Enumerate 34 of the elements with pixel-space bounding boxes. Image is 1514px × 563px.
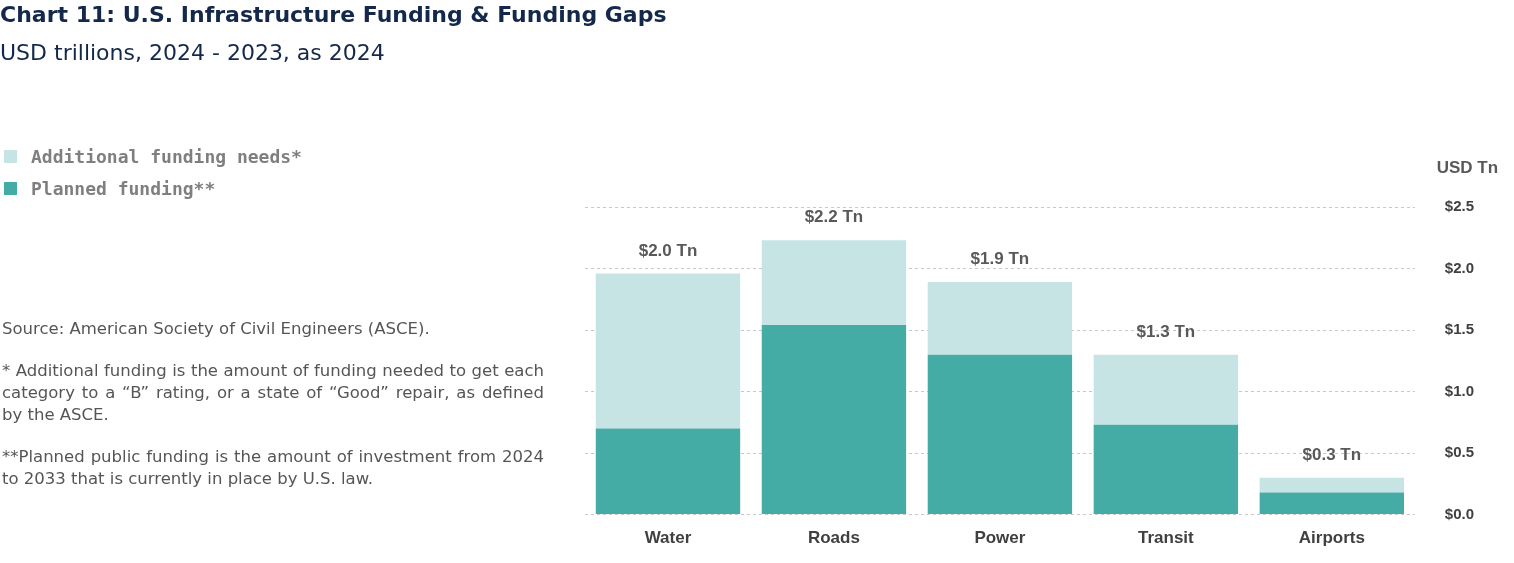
legend-label: Additional funding needs* xyxy=(31,145,302,167)
x-tick-label: Roads xyxy=(807,528,860,548)
text: * Additional funding is the amount of funding needed to get each category to a “B” rating, or a state of “Good” repair, as defined by the ASCE. xyxy=(2,360,544,426)
bar xyxy=(927,282,1073,355)
bar xyxy=(595,428,741,515)
y-tick-label: $0.5 xyxy=(1444,443,1475,461)
source-note: Source: American Society of Civil Engineers (ASCE). xyxy=(2,318,431,340)
total-label: $2.2 Tn xyxy=(804,207,864,227)
bar xyxy=(1259,477,1405,493)
bar xyxy=(1259,492,1405,515)
total-label: $2.0 Tn xyxy=(638,240,698,260)
text: Chart 11: U.S. Infrastructure Funding & Funding Gaps xyxy=(0,2,667,27)
total-label: $1.9 Tn xyxy=(970,249,1030,269)
x-tick-label: Power xyxy=(974,528,1026,548)
x-tick-label: Transit xyxy=(1137,528,1195,548)
y-tick-label: $0.0 xyxy=(1444,504,1475,522)
bar xyxy=(761,240,907,326)
bar xyxy=(761,325,907,515)
legend-label: Planned funding** xyxy=(31,177,216,199)
x-tick-label: Water xyxy=(644,528,692,548)
total-label: $1.3 Tn xyxy=(1136,321,1196,341)
y-axis-title: USD Tn xyxy=(1436,158,1499,178)
bar xyxy=(1093,424,1239,515)
y-tick-label: $2.0 xyxy=(1444,258,1475,276)
y-tick-label: $1.5 xyxy=(1444,320,1475,338)
y-tick-label: $1.0 xyxy=(1444,381,1475,399)
text: USD trillions, 2024 - 2023, as 2024 xyxy=(0,40,385,65)
bar xyxy=(595,273,741,429)
total-label: $0.3 Tn xyxy=(1302,444,1362,464)
bar xyxy=(927,354,1073,515)
x-tick-label: Airports xyxy=(1298,528,1365,548)
y-tick-label: $2.5 xyxy=(1444,197,1475,215)
text: **Planned public funding is the amount of investment from 2024 to 2033 that is currently in place by U.S. law. xyxy=(2,446,544,490)
bar xyxy=(1093,354,1239,425)
